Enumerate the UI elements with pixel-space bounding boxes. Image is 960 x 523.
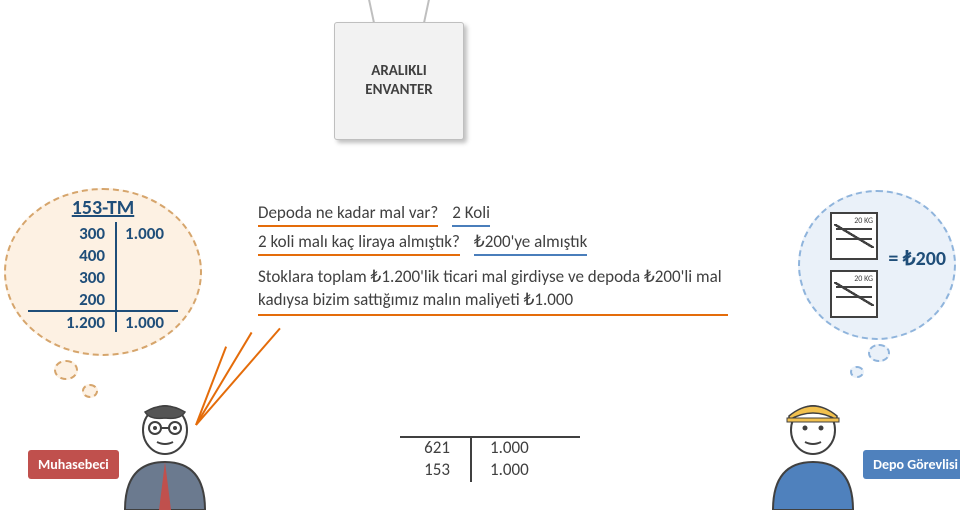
ledger-row-total: 1.200 1.000 bbox=[28, 310, 178, 332]
ledger-debit: 400 bbox=[28, 245, 115, 266]
box-icon: 20 KG bbox=[830, 212, 878, 260]
question-2: 2 koli malı kaç liraya almıştık? bbox=[258, 231, 460, 256]
ledger-debit: 200 bbox=[28, 289, 115, 310]
ledger-row: 300 bbox=[28, 266, 178, 288]
ledger-vline bbox=[115, 222, 117, 332]
mini-t-account: 621 1.000 153 1.000 bbox=[380, 436, 580, 480]
t-right: 1.000 bbox=[470, 437, 580, 458]
warehouse-boxes: 20 KG 20 KG bbox=[830, 212, 878, 318]
t-left: 153 bbox=[380, 459, 470, 480]
t-right: 1.000 bbox=[470, 459, 580, 480]
answer-1: 2 Koli bbox=[452, 202, 490, 227]
ledger-debit: 300 bbox=[28, 267, 115, 288]
ledger-debit-total: 1.200 bbox=[28, 312, 115, 333]
ledger-row: 200 bbox=[28, 288, 178, 310]
card-body: ARALIKLI ENVANTER bbox=[334, 22, 464, 140]
question-1: Depoda ne kadar mal var? bbox=[258, 202, 438, 227]
answer-2: ₺200'ye almıştık bbox=[474, 231, 587, 256]
qna-block: Depoda ne kadar mal var? 2 Koli 2 koli m… bbox=[258, 202, 728, 316]
bubble-tail bbox=[54, 360, 78, 380]
qna-line-2: 2 koli malı kaç liraya almıştık? ₺200'ye… bbox=[258, 231, 728, 256]
box-icon: 20 KG bbox=[830, 270, 878, 318]
hanging-card: ARALIKLI ENVANTER bbox=[310, 0, 488, 145]
ledger-debit: 300 bbox=[28, 223, 115, 244]
bubble-tail bbox=[82, 384, 98, 398]
ledger-credit-total: 1.000 bbox=[115, 312, 178, 333]
qna-line-1: Depoda ne kadar mal var? 2 Koli bbox=[258, 202, 728, 227]
statement: Stoklara toplam ₺1.200'lik ticari mal gi… bbox=[258, 266, 728, 316]
person-icon bbox=[763, 400, 863, 510]
ledger-credit: 1.000 bbox=[115, 223, 178, 244]
ledger-row: 300 1.000 bbox=[28, 222, 178, 244]
warehouse-worker-figure: Depo Görevlisi bbox=[758, 400, 868, 510]
accountant-figure: Muhasebeci bbox=[110, 400, 220, 510]
ledger-row: 400 bbox=[28, 244, 178, 266]
person-icon bbox=[115, 400, 215, 510]
accountant-label: Muhasebeci bbox=[28, 450, 119, 479]
box-value: = ₺200 bbox=[888, 246, 946, 271]
t-vline bbox=[470, 438, 472, 482]
card-line1: ARALIKLI bbox=[371, 62, 427, 80]
t-row: 153 1.000 bbox=[380, 458, 580, 480]
bubble-tail bbox=[850, 366, 864, 378]
bubble-tail bbox=[868, 344, 890, 362]
ledger-rows: 300 1.000 400 300 200 1.200 1.000 bbox=[28, 222, 178, 332]
card-line2: ENVANTER bbox=[365, 81, 432, 99]
ledger-title: 153-TM bbox=[28, 196, 178, 220]
t-ledger: 153-TM 300 1.000 400 300 200 1.200 1.000 bbox=[28, 196, 178, 332]
t-row: 621 1.000 bbox=[380, 436, 580, 458]
t-left: 621 bbox=[380, 437, 470, 458]
warehouse-worker-label: Depo Görevlisi bbox=[863, 450, 960, 479]
t-hline bbox=[400, 436, 580, 438]
